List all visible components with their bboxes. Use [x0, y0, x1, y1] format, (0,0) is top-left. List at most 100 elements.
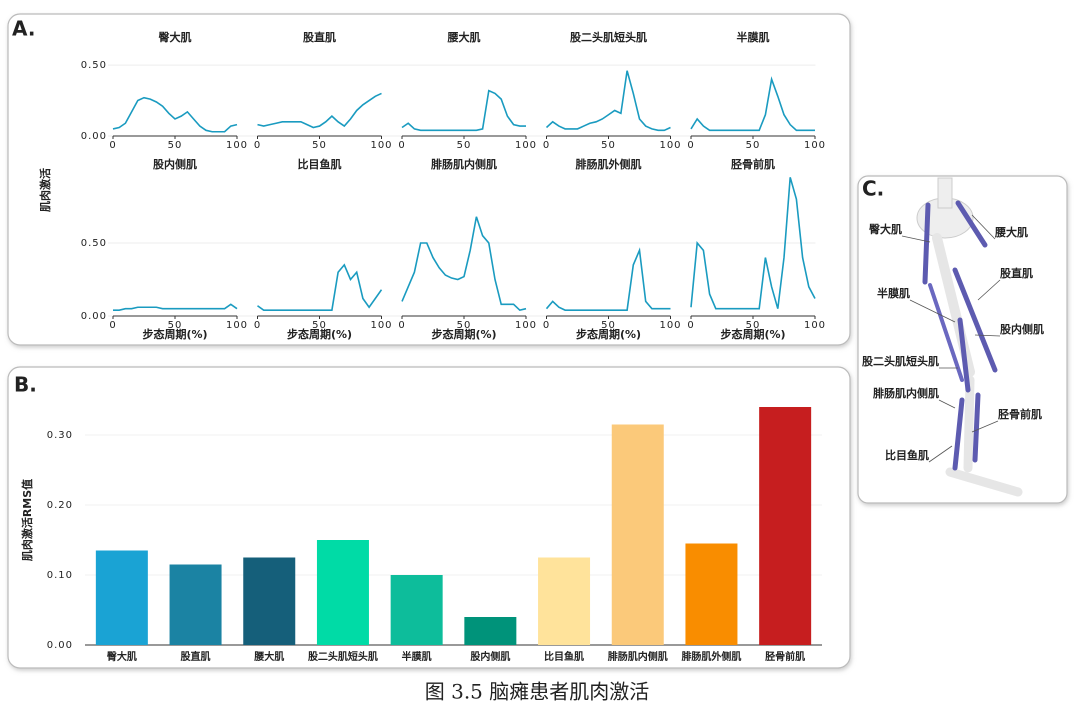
chart-title: 比目鱼肌 — [298, 157, 342, 171]
chart-title: 腰大肌 — [447, 30, 481, 44]
y-axis-title: 肌肉激活 — [38, 168, 52, 213]
bar — [95, 550, 148, 645]
x-tick-label: 股二头肌短头肌 — [308, 650, 378, 663]
leader-line — [971, 214, 996, 240]
bar — [169, 564, 222, 645]
panel-a — [7, 13, 851, 346]
chart-title: 臀大肌 — [159, 30, 192, 44]
x-tick-label: 股内侧肌 — [470, 650, 510, 663]
x-tick-label: 50 — [312, 140, 327, 151]
line — [401, 89, 526, 132]
x-tick-label: 0 — [687, 320, 694, 331]
panel-label: C. — [862, 177, 884, 201]
x-axis-title: 步态周期(%) — [720, 327, 785, 341]
x-tick-label: 50 — [601, 140, 616, 151]
leader-line — [977, 279, 1001, 301]
y-tick-label: 0.00 — [81, 131, 107, 142]
line — [257, 92, 382, 129]
chart-title: 腓肠肌外侧肌 — [576, 157, 642, 171]
chart-title: 半膜肌 — [737, 30, 770, 44]
bar — [316, 540, 369, 645]
muscle-label: 股二头肌短头肌 — [862, 354, 939, 368]
bar — [390, 575, 443, 645]
chart-title: 腓肠肌内侧肌 — [431, 157, 497, 171]
x-tick-label: 100 — [226, 320, 248, 331]
x-tick-label: 50 — [457, 320, 472, 331]
x-tick-label: 50 — [168, 320, 183, 331]
muscle-label: 股内侧肌 — [1000, 322, 1044, 336]
bar — [464, 617, 517, 645]
x-tick-label: 50 — [168, 140, 183, 151]
line — [545, 247, 671, 311]
y-tick-label: 0.20 — [47, 500, 73, 511]
y-tick-label: 0.10 — [47, 570, 73, 581]
x-tick-label: 100 — [515, 320, 537, 331]
x-tick-label: 0 — [687, 140, 694, 151]
x-tick-label: 100 — [226, 140, 248, 151]
x-axis-title: 步态周期(%) — [142, 327, 207, 341]
x-axis-title: 步态周期(%) — [576, 327, 641, 341]
x-tick-label: 50 — [601, 320, 616, 331]
bar — [611, 424, 664, 645]
x-tick-label: 50 — [312, 320, 327, 331]
x-tick-label: 0 — [254, 320, 261, 331]
muscle-label: 臀大肌 — [869, 222, 902, 236]
line — [257, 263, 383, 311]
x-tick-label: 0 — [254, 140, 261, 151]
x-tick-label: 0 — [109, 320, 116, 331]
line — [401, 216, 527, 312]
x-tick-label: 100 — [659, 320, 681, 331]
chart-title: 股二头肌短头肌 — [570, 30, 647, 44]
y-tick-label: 0.00 — [47, 640, 73, 651]
x-tick-label: 0 — [543, 140, 550, 151]
x-axis-title: 步态周期(%) — [431, 327, 496, 341]
panel-label: A. — [12, 17, 35, 41]
caption: 图 3.5 脑瘫患者肌肉激活 — [425, 680, 650, 704]
line — [112, 96, 238, 133]
x-tick-label: 100 — [370, 320, 392, 331]
x-tick-label: 0 — [398, 320, 405, 331]
panel-label: B. — [14, 373, 37, 397]
x-tick-label: 腓肠肌内侧肌 — [608, 650, 668, 663]
x-tick-label: 腓肠肌外侧肌 — [681, 650, 741, 663]
x-tick-label: 100 — [804, 140, 826, 151]
x-tick-label: 100 — [515, 140, 537, 151]
x-axis-title: 步态周期(%) — [287, 327, 352, 341]
leader-line — [938, 399, 956, 409]
x-tick-label: 50 — [457, 140, 472, 151]
leader-line — [909, 299, 956, 323]
muscle-label: 腓肠肌内侧肌 — [873, 386, 939, 400]
muscle-label: 股直肌 — [1000, 266, 1033, 280]
y-tick-label: 0.00 — [81, 311, 107, 322]
leader-line — [971, 420, 999, 433]
x-tick-label: 胫骨前肌 — [765, 650, 805, 663]
chart-title: 股直肌 — [303, 30, 336, 44]
x-tick-label: 0 — [109, 140, 116, 151]
bar — [759, 407, 812, 645]
line — [545, 70, 671, 132]
x-tick-label: 50 — [746, 140, 761, 151]
x-tick-label: 比目鱼肌 — [544, 650, 584, 663]
line — [690, 76, 815, 132]
bar — [243, 557, 296, 645]
y-tick-label: 0.30 — [47, 430, 73, 441]
x-tick-label: 0 — [398, 140, 405, 151]
y-axis-title: 肌肉激活RMS值 — [20, 479, 34, 562]
muscle-label: 腰大肌 — [994, 225, 1028, 239]
x-tick-label: 100 — [804, 320, 826, 331]
x-tick-label: 100 — [370, 140, 392, 151]
x-tick-label: 半膜肌 — [402, 650, 432, 663]
line — [113, 303, 238, 311]
x-tick-label: 0 — [543, 320, 550, 331]
x-tick-label: 100 — [659, 140, 681, 151]
bar — [685, 543, 738, 645]
chart-title: 股内侧肌 — [153, 157, 197, 171]
leader-line — [901, 235, 931, 243]
muscle-label: 胫骨前肌 — [998, 407, 1042, 421]
x-tick-label: 股直肌 — [181, 650, 211, 663]
y-tick-label: 0.50 — [81, 60, 107, 71]
x-tick-label: 臀大肌 — [107, 650, 137, 663]
leader-line — [974, 334, 1001, 337]
y-tick-label: 0.50 — [81, 238, 107, 249]
